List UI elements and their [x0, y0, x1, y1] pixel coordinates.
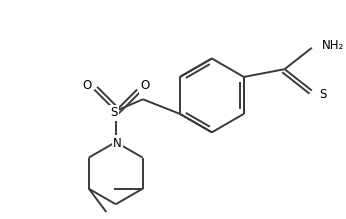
Text: S: S — [320, 88, 327, 101]
Text: O: O — [82, 79, 91, 92]
Text: S: S — [110, 106, 118, 119]
Text: N: N — [113, 136, 122, 150]
Text: NH₂: NH₂ — [321, 39, 344, 52]
Text: N: N — [113, 138, 122, 150]
Text: O: O — [140, 79, 149, 92]
